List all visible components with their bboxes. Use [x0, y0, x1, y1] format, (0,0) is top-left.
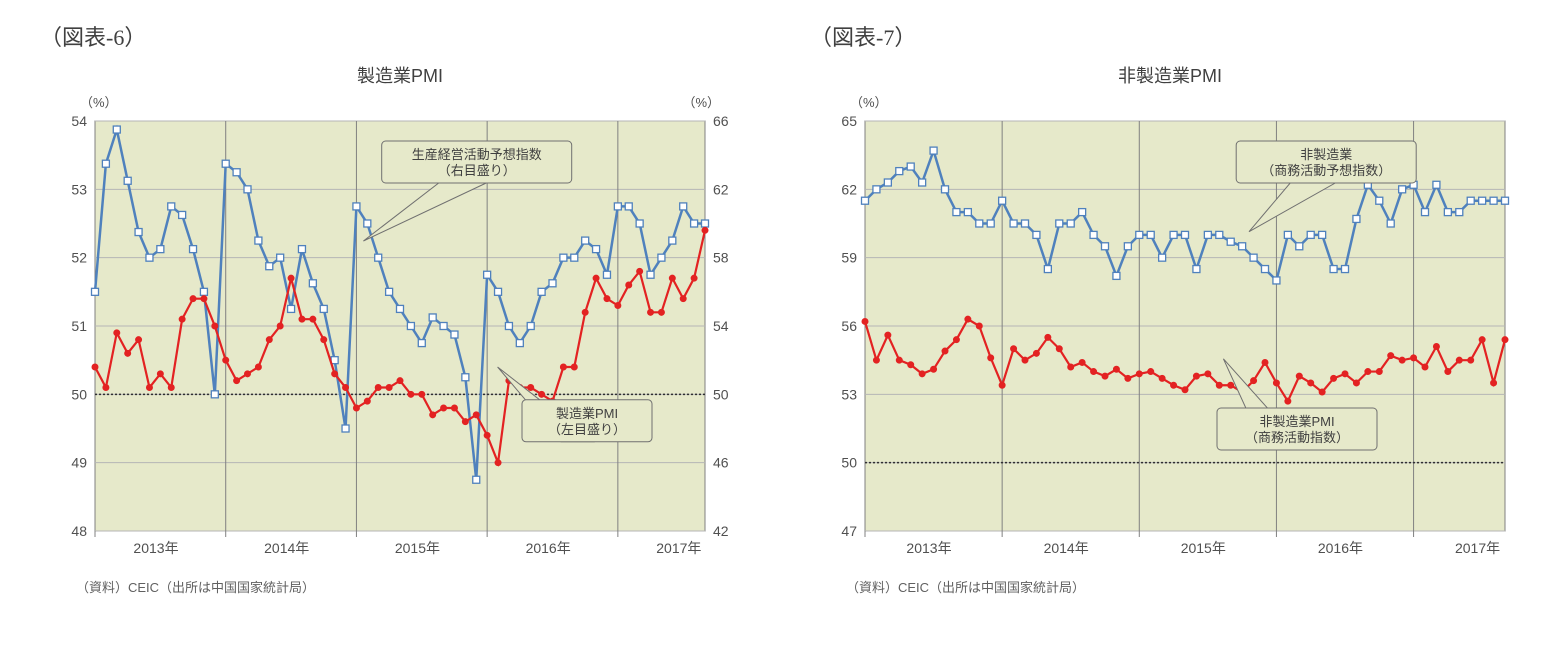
- svg-text:50: 50: [841, 455, 857, 471]
- chart-6-unit-left: （%）: [80, 92, 118, 111]
- svg-text:49: 49: [71, 455, 87, 471]
- charts-row: （図表-6） 製造業PMI （%） （%） 48 49 50 51 52 53 54 42 46…: [40, 20, 1519, 596]
- svg-text:54: 54: [71, 113, 87, 129]
- svg-text:65: 65: [841, 113, 857, 129]
- svg-text:51: 51: [71, 318, 87, 334]
- figure-7-label: （図表-7）: [810, 20, 1530, 52]
- chart-6-source: （資料）CEIC（出所は中国国家統計局）: [40, 577, 760, 596]
- chart-6-unit-row: （%） （%）: [40, 92, 760, 111]
- chart-7-wrap: 非製造業PMI （%） 47 50 53 56 59 62 65 2013年 2014年 2015…: [810, 62, 1530, 596]
- svg-text:58: 58: [713, 250, 729, 266]
- chart-7-plot: 47 50 53 56 59 62 65 2013年 2014年 2015年 2016年 2017年 非…: [810, 111, 1530, 571]
- svg-text:59: 59: [841, 250, 857, 266]
- svg-text:46: 46: [713, 455, 729, 471]
- svg-text:（商務活動指数）: （商務活動指数）: [1245, 430, 1349, 445]
- svg-text:48: 48: [71, 523, 87, 539]
- svg-text:非製造業PMI: 非製造業PMI: [1259, 414, 1334, 429]
- svg-text:66: 66: [713, 113, 729, 129]
- svg-text:52: 52: [71, 250, 87, 266]
- svg-text:2013年: 2013年: [906, 540, 951, 556]
- chart-7-block: （図表-7） 非製造業PMI （%） 47 50 53 56 59 62 65 2013年 20…: [810, 20, 1530, 596]
- svg-text:53: 53: [71, 181, 87, 197]
- svg-text:2016年: 2016年: [1318, 540, 1363, 556]
- svg-text:56: 56: [841, 318, 857, 334]
- chart-7-unit-right: [1490, 92, 1520, 111]
- svg-text:62: 62: [713, 181, 729, 197]
- chart-7-source: （資料）CEIC（出所は中国国家統計局）: [810, 577, 1530, 596]
- svg-text:2017年: 2017年: [656, 540, 701, 556]
- svg-text:2014年: 2014年: [1044, 540, 1089, 556]
- chart-6-block: （図表-6） 製造業PMI （%） （%） 48 49 50 51 52 53 54 42 46…: [40, 20, 760, 596]
- svg-text:47: 47: [841, 523, 857, 539]
- svg-text:2014年: 2014年: [264, 540, 309, 556]
- svg-text:2016年: 2016年: [526, 540, 571, 556]
- svg-text:50: 50: [71, 386, 87, 402]
- chart-6-plot: 48 49 50 51 52 53 54 42 46 50 54 58 62 66 2013年 2014年 20…: [40, 111, 760, 571]
- chart-6-wrap: 製造業PMI （%） （%） 48 49 50 51 52 53 54 42 46 50 54 58 6…: [40, 62, 760, 596]
- svg-text:2015年: 2015年: [395, 540, 440, 556]
- svg-text:2017年: 2017年: [1455, 540, 1500, 556]
- svg-text:（右目盛り）: （右目盛り）: [438, 163, 516, 178]
- chart-7-unit-left: （%）: [850, 92, 888, 111]
- svg-text:（商務活動予想指数）: （商務活動予想指数）: [1261, 163, 1391, 178]
- svg-text:54: 54: [713, 318, 729, 334]
- svg-text:非製造業: 非製造業: [1300, 147, 1352, 162]
- svg-text:53: 53: [841, 386, 857, 402]
- svg-text:生産経営活動予想指数: 生産経営活動予想指数: [412, 147, 542, 162]
- figure-6-label: （図表-6）: [40, 20, 760, 52]
- chart-6-unit-right: （%）: [682, 92, 750, 111]
- chart-7-title: 非製造業PMI: [810, 62, 1530, 88]
- svg-text:（左目盛り）: （左目盛り）: [548, 422, 626, 437]
- chart-7-unit-row: （%）: [810, 92, 1530, 111]
- svg-text:50: 50: [713, 386, 729, 402]
- svg-text:62: 62: [841, 181, 857, 197]
- chart-6-title: 製造業PMI: [40, 62, 760, 88]
- svg-text:製造業PMI: 製造業PMI: [556, 406, 618, 421]
- svg-text:42: 42: [713, 523, 729, 539]
- svg-text:2013年: 2013年: [133, 540, 178, 556]
- svg-text:2015年: 2015年: [1181, 540, 1226, 556]
